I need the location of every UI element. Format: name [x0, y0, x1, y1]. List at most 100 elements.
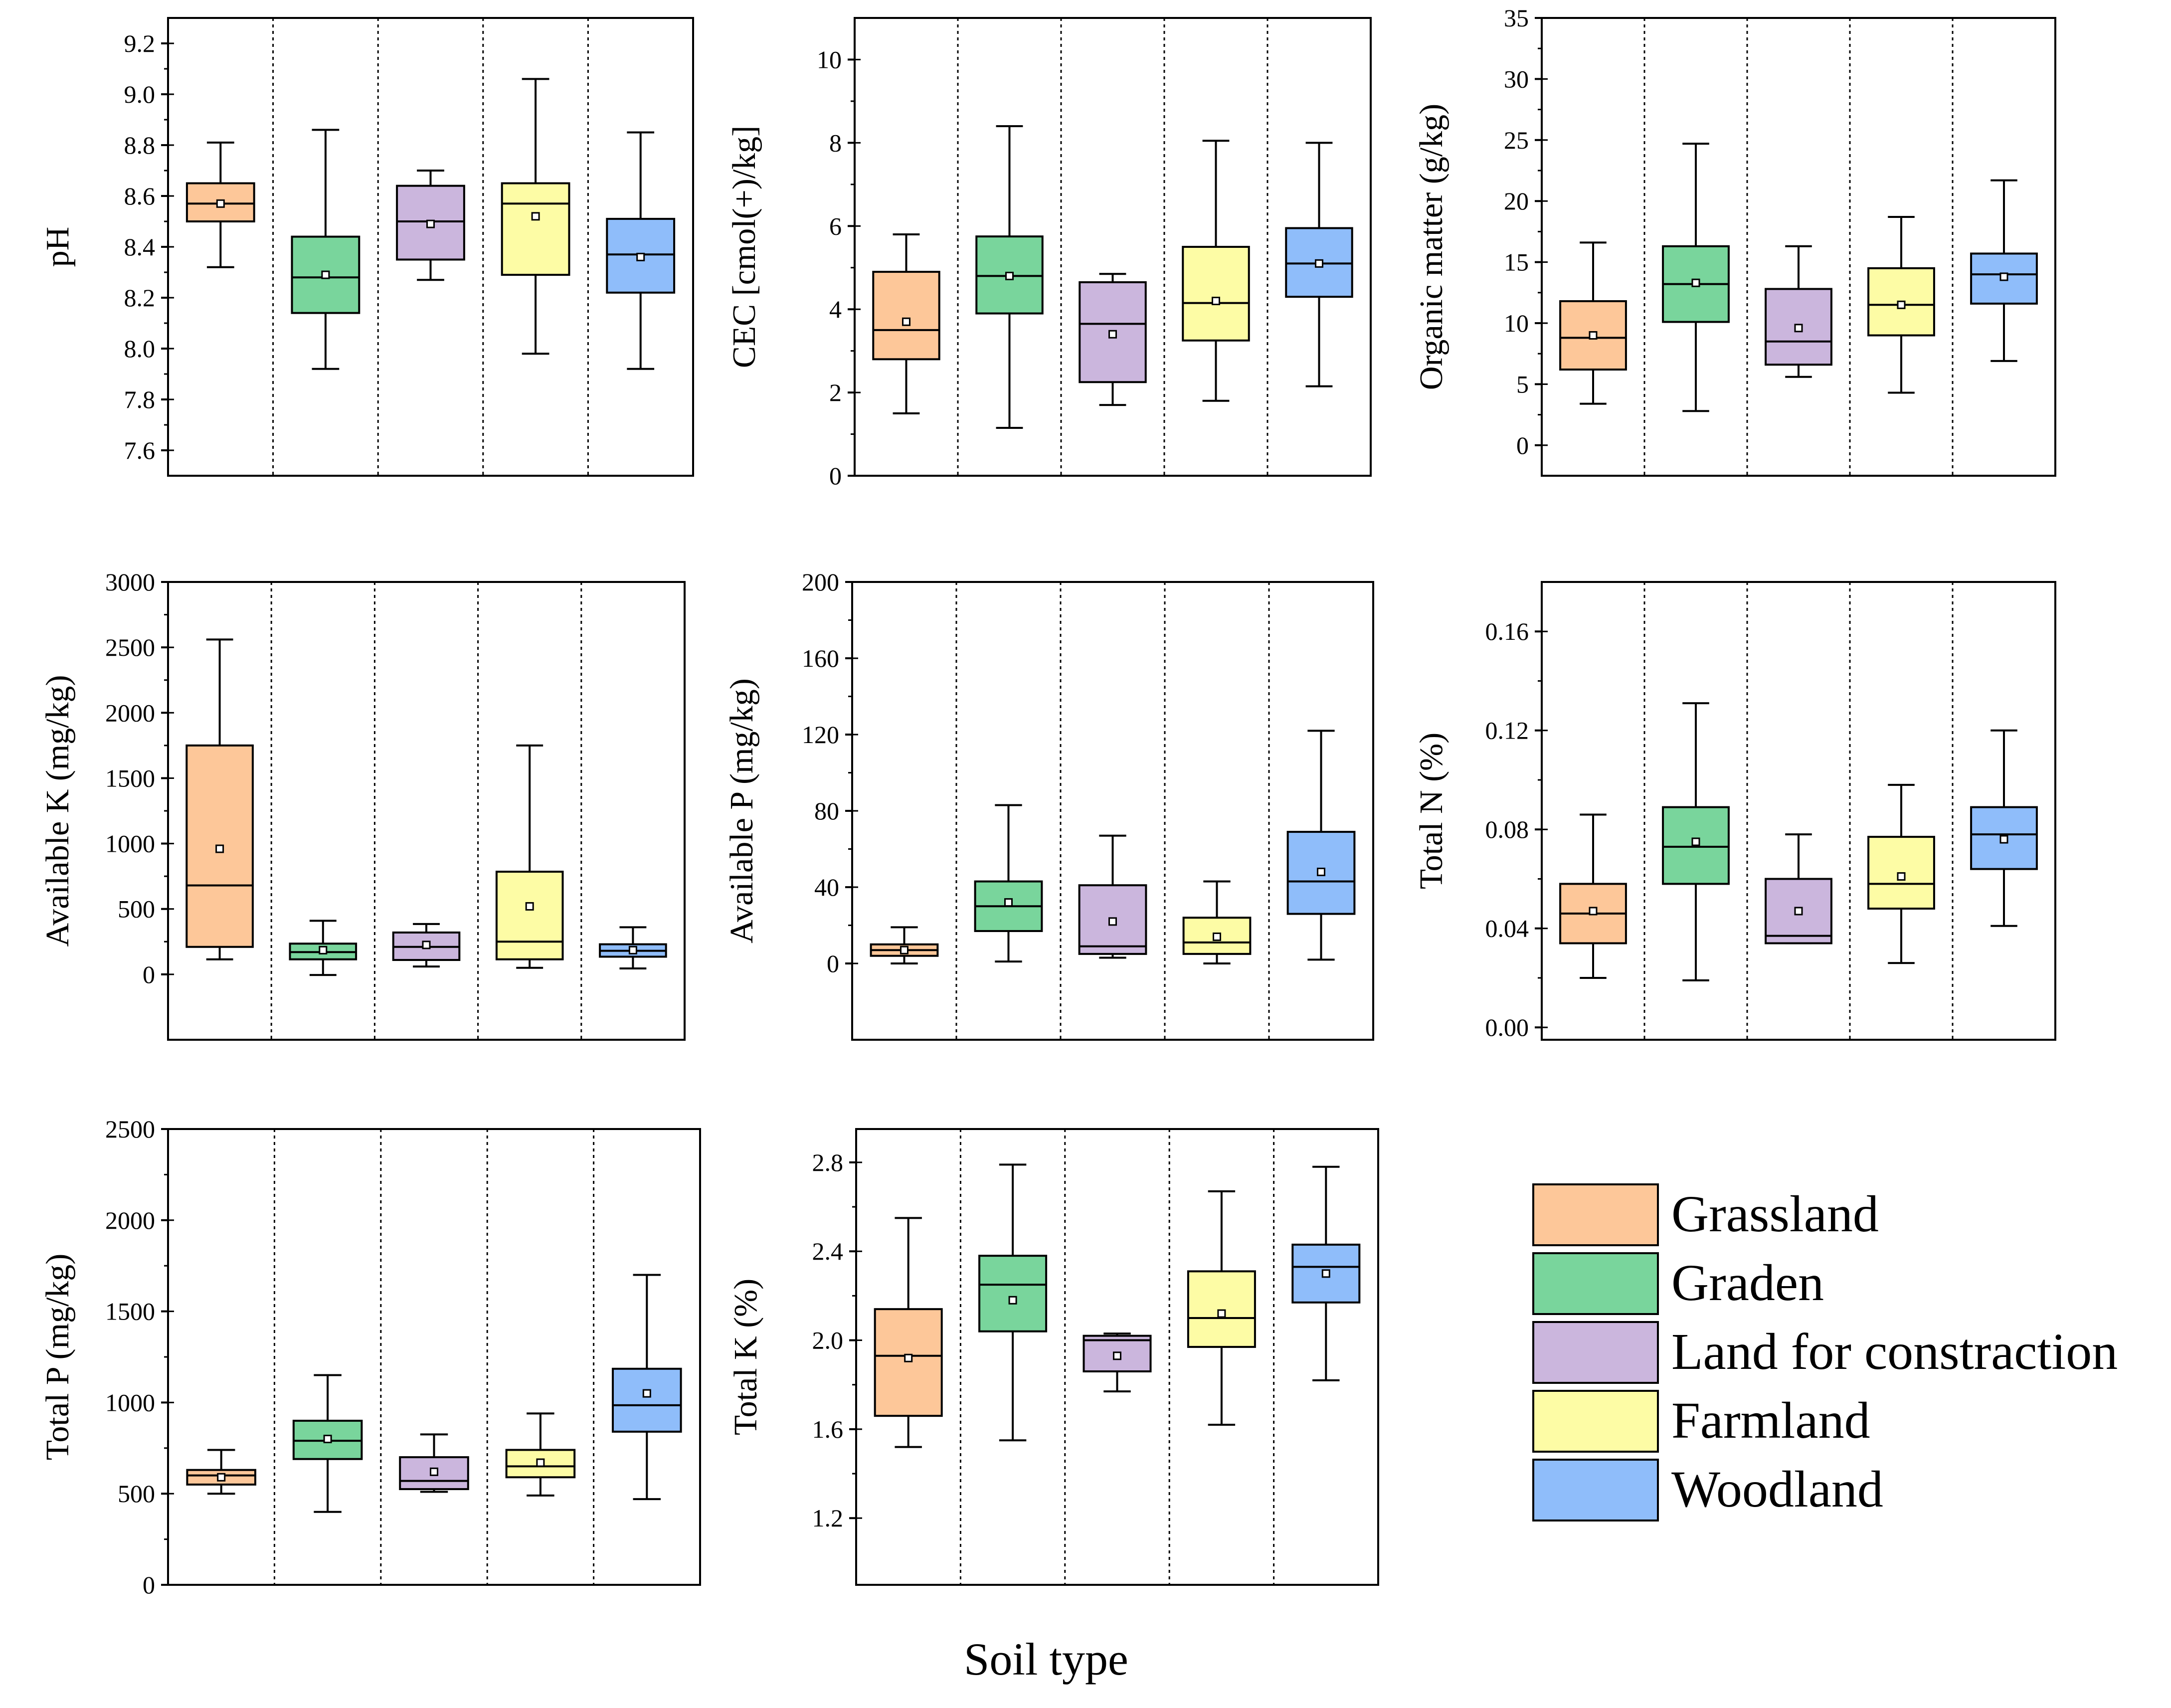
y-axis-label: Available K (mg/kg) — [39, 675, 76, 947]
box-avk-1 — [185, 638, 254, 960]
chart-panels: 7.6 7.8 8.0 8.2 8.4 8.6 8.8 9.0 9.2 pH 0 2 4 6 8 10 CEC … — [39, 4, 2056, 1599]
box-tp-4 — [505, 1412, 576, 1497]
legend-item: Land for constraction — [1532, 1321, 2118, 1384]
legend-item: Grassland — [1532, 1183, 1879, 1246]
y-tick-label: 1.2 — [812, 1504, 844, 1532]
mean-marker — [1897, 872, 1906, 881]
y-tick-label: 8.8 — [124, 131, 156, 159]
mean-marker — [1794, 324, 1803, 333]
y-tick-label: 200 — [802, 568, 839, 596]
mean-marker — [319, 946, 328, 954]
box-tk-1 — [874, 1217, 943, 1448]
y-tick-label: 4 — [829, 295, 842, 323]
y-axis-label: Available P (mg/kg) — [724, 678, 760, 944]
mean-marker — [525, 902, 534, 911]
mean-marker — [422, 941, 431, 949]
iqr-box — [978, 1255, 1048, 1332]
box-avp-3 — [1078, 834, 1147, 959]
legend-swatch — [1532, 1321, 1659, 1384]
box-cec-4 — [1182, 140, 1250, 402]
box-tn-1 — [1559, 813, 1627, 979]
mean-marker — [1999, 272, 2008, 281]
box-tn-5 — [1970, 729, 2038, 927]
mean-marker — [642, 1389, 651, 1398]
panel-avp: 0 40 80 120 160 200 Available P (mg/kg) — [724, 568, 1374, 1041]
y-tick-label: 0.08 — [1485, 815, 1529, 843]
y-axis-label: CEC [cmol(+)/kg] — [726, 126, 762, 368]
y-tick-label: 8.2 — [124, 284, 156, 312]
legend-item: Woodland — [1532, 1459, 1883, 1521]
panel-frame — [851, 581, 1374, 1041]
y-tick-label: 10 — [817, 45, 842, 73]
legend-label: Farmland — [1671, 1392, 1870, 1449]
y-tick-label: 6 — [829, 212, 842, 240]
legend-item: Farmland — [1532, 1390, 1870, 1453]
panel-ph: 7.6 7.8 8.0 8.2 8.4 8.6 8.8 9.0 9.2 pH — [39, 17, 694, 477]
y-tick-label: 0.12 — [1485, 717, 1529, 745]
mean-marker — [323, 1435, 332, 1444]
box-tn-2 — [1662, 702, 1730, 981]
y-tick-label: 2.0 — [812, 1327, 844, 1354]
y-tick-label: 1500 — [105, 764, 155, 792]
mean-marker — [1005, 271, 1014, 280]
box-om-5 — [1970, 179, 2038, 362]
panel-cec: 0 2 4 6 8 10 CEC [cmol(+)/kg] — [726, 17, 1372, 490]
iqr-box — [1187, 1270, 1256, 1348]
mean-marker — [628, 946, 637, 954]
y-tick-label: 80 — [814, 797, 839, 825]
box-cec-3 — [1079, 273, 1147, 406]
iqr-box — [186, 1469, 256, 1486]
box-cec-5 — [1285, 142, 1353, 387]
mean-marker — [1589, 907, 1598, 916]
mean-marker — [636, 252, 645, 261]
box-tn-4 — [1867, 783, 1935, 964]
mean-marker — [1217, 1309, 1226, 1318]
y-tick-label: 8.0 — [124, 335, 156, 363]
mean-marker — [321, 270, 330, 279]
mean-marker — [1108, 917, 1117, 926]
iqr-box — [291, 235, 361, 314]
y-tick-label: 2000 — [105, 1206, 155, 1234]
mean-marker — [430, 1467, 438, 1476]
panel-frame — [167, 1128, 701, 1586]
y-tick-label: 9.0 — [124, 80, 156, 108]
y-tick-label: 500 — [118, 895, 155, 923]
box-tk-2 — [978, 1163, 1048, 1442]
y-axis-label: Total N (%) — [1413, 733, 1449, 889]
y-tick-label: 20 — [1504, 187, 1529, 215]
y-tick-label: 2 — [829, 379, 842, 406]
box-ph-1 — [185, 141, 255, 268]
mean-marker — [1999, 835, 2008, 844]
y-tick-label: 2500 — [105, 1115, 155, 1143]
y-tick-label: 1000 — [105, 1388, 155, 1416]
y-tick-label: 1000 — [105, 830, 155, 858]
mean-marker — [904, 1353, 913, 1362]
panel-tp: 0 500 1000 1500 2000 2500 Total P (mg/kg) — [39, 1115, 701, 1599]
mean-marker — [1317, 867, 1325, 876]
y-tick-label: 0 — [143, 1571, 155, 1599]
y-tick-label: 1.6 — [812, 1415, 844, 1443]
mean-marker — [1213, 932, 1221, 941]
iqr-box — [612, 1367, 682, 1433]
mean-marker — [1004, 898, 1013, 907]
panel-frame — [855, 1128, 1379, 1586]
y-tick-label: 7.6 — [124, 436, 156, 464]
y-tick-label: 0.16 — [1485, 617, 1529, 645]
y-tick-label: 1500 — [105, 1298, 155, 1326]
iqr-box — [874, 1308, 943, 1417]
y-axis-label: Total K (%) — [727, 1279, 764, 1435]
box-tp-3 — [399, 1433, 469, 1493]
mean-marker — [1589, 331, 1598, 340]
mean-marker — [1315, 259, 1323, 268]
panel-om: 0 5 10 15 20 25 30 35 Organic matter (g/kg) — [1413, 4, 2056, 477]
y-tick-label: 3000 — [105, 568, 155, 596]
y-axis-label: Organic matter (g/kg) — [1413, 104, 1449, 390]
mean-marker — [536, 1458, 545, 1467]
legend-swatch — [1532, 1183, 1659, 1246]
box-ph-4 — [501, 78, 570, 355]
mean-marker — [1691, 278, 1700, 287]
legend-item: Graden — [1532, 1252, 1824, 1315]
legend: Grassland Graden Land for constraction Farm… — [1532, 1183, 2118, 1521]
box-avk-2 — [289, 920, 358, 976]
